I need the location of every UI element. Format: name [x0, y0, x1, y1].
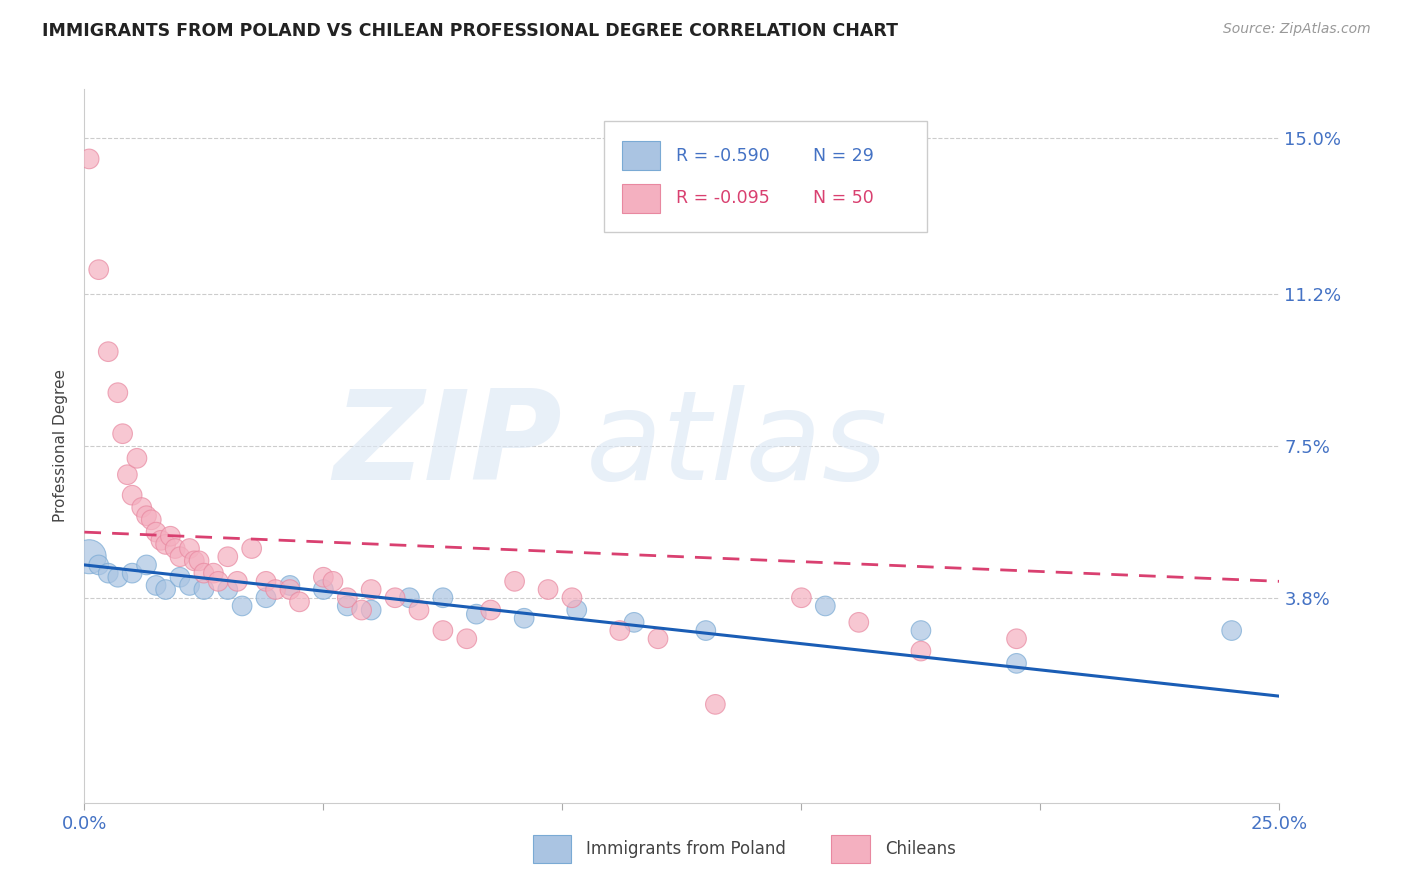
Point [193, 582, 215, 597]
Point [336, 599, 359, 613]
Point [1005, 632, 1028, 646]
Point [155, 582, 177, 597]
FancyBboxPatch shape [621, 141, 661, 169]
Point [121, 488, 143, 502]
FancyBboxPatch shape [533, 835, 571, 863]
Point [695, 624, 717, 638]
Point [217, 582, 239, 597]
Point [135, 558, 157, 572]
Point [111, 426, 134, 441]
Point [87, 558, 110, 572]
Point [312, 570, 335, 584]
Point [278, 578, 301, 592]
Text: N = 50: N = 50 [813, 189, 875, 207]
Point [240, 541, 263, 556]
Point [1005, 657, 1028, 671]
Point [479, 603, 502, 617]
FancyBboxPatch shape [605, 121, 927, 232]
Y-axis label: Professional Degree: Professional Degree [53, 369, 69, 523]
Point [179, 578, 201, 592]
Point [1220, 624, 1243, 638]
Text: Source: ZipAtlas.com: Source: ZipAtlas.com [1223, 22, 1371, 37]
Point [77, 549, 100, 564]
Point [814, 599, 837, 613]
Point [432, 591, 454, 605]
Point [910, 624, 932, 638]
Point [254, 591, 277, 605]
Point [165, 541, 187, 556]
Text: IMMIGRANTS FROM POLAND VS CHILEAN PROFESSIONAL DEGREE CORRELATION CHART: IMMIGRANTS FROM POLAND VS CHILEAN PROFES… [42, 22, 898, 40]
Point [398, 591, 420, 605]
Point [704, 698, 727, 712]
Point [117, 467, 139, 482]
Point [125, 451, 148, 466]
Text: Chileans: Chileans [886, 840, 956, 858]
Point [264, 582, 287, 597]
Point [350, 603, 373, 617]
Text: Immigrants from Poland: Immigrants from Poland [586, 840, 786, 858]
Point [159, 529, 181, 543]
Point [217, 549, 239, 564]
Point [107, 385, 129, 400]
Point [360, 582, 382, 597]
Point [169, 570, 191, 584]
Point [503, 574, 526, 589]
Text: R = -0.590: R = -0.590 [676, 146, 769, 164]
Point [193, 566, 215, 581]
Point [145, 525, 167, 540]
Point [432, 624, 454, 638]
Point [336, 591, 359, 605]
Text: N = 29: N = 29 [813, 146, 875, 164]
Text: ZIP: ZIP [333, 385, 562, 507]
Point [145, 578, 167, 592]
Point [288, 595, 311, 609]
Point [207, 574, 229, 589]
Point [910, 644, 932, 658]
Point [97, 344, 120, 359]
Point [561, 591, 583, 605]
Point [565, 603, 588, 617]
Point [149, 533, 172, 548]
Point [848, 615, 870, 630]
Point [202, 566, 225, 581]
Point [465, 607, 488, 622]
Point [179, 541, 201, 556]
Point [169, 549, 191, 564]
Point [107, 570, 129, 584]
Point [312, 582, 335, 597]
Point [408, 603, 430, 617]
Point [647, 632, 669, 646]
Point [141, 513, 163, 527]
Text: R = -0.095: R = -0.095 [676, 189, 769, 207]
Point [790, 591, 813, 605]
Point [278, 582, 301, 597]
Point [384, 591, 406, 605]
Point [609, 624, 631, 638]
Point [226, 574, 249, 589]
Point [131, 500, 153, 515]
FancyBboxPatch shape [621, 184, 661, 212]
Point [87, 262, 110, 277]
Point [537, 582, 560, 597]
Point [513, 611, 536, 625]
Point [77, 152, 100, 166]
Point [155, 537, 177, 551]
Point [121, 566, 143, 581]
Point [623, 615, 645, 630]
Point [97, 566, 120, 581]
Point [456, 632, 478, 646]
Point [231, 599, 253, 613]
Point [183, 554, 205, 568]
Point [188, 554, 211, 568]
Point [254, 574, 277, 589]
FancyBboxPatch shape [831, 835, 869, 863]
Point [322, 574, 344, 589]
Point [360, 603, 382, 617]
Point [135, 508, 157, 523]
Text: atlas: atlas [586, 385, 889, 507]
